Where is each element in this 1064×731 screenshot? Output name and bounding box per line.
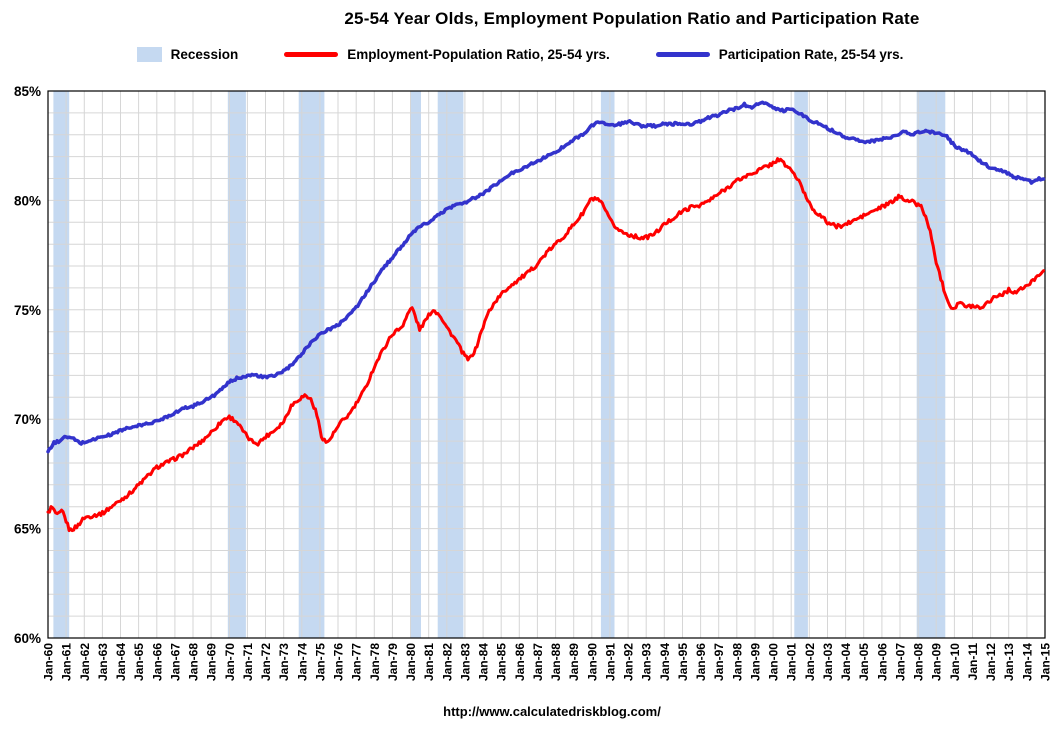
x-tick-label: Jan-08	[912, 643, 926, 681]
x-tick-label: Jan-14	[1020, 643, 1034, 681]
legend-label-epop: Employment-Population Ratio, 25-54 yrs.	[347, 47, 610, 62]
recession-band	[437, 91, 464, 638]
epop-line-swatch	[284, 52, 339, 57]
x-tick-label: Jan-95	[676, 643, 690, 681]
x-tick-label: Jan-90	[585, 643, 599, 681]
participation-series-line	[46, 100, 1046, 454]
source-url: http://www.calculatedriskblog.com/	[443, 704, 661, 719]
x-tick-label: Jan-89	[567, 643, 581, 681]
x-tick-label: Jan-71	[241, 643, 255, 681]
x-tick-label: Jan-09	[930, 643, 944, 681]
x-tick-label: Jan-68	[187, 643, 201, 681]
x-tick-label: Jan-01	[785, 643, 799, 681]
y-tick-label: 70%	[14, 412, 41, 427]
x-tick-label: Jan-62	[78, 643, 92, 681]
x-tick-label: Jan-77	[350, 643, 364, 681]
x-tick-label: Jan-69	[205, 643, 219, 681]
legend-label-participation: Participation Rate, 25-54 yrs.	[718, 47, 904, 62]
chart-title: 25-54 Year Olds, Employment Population R…	[344, 9, 920, 28]
recession-band	[53, 91, 70, 638]
x-tick-label: Jan-97	[712, 643, 726, 681]
x-tick-label: Jan-64	[114, 643, 128, 681]
x-tick-label: Jan-03	[821, 643, 835, 681]
y-tick-label: 65%	[14, 522, 41, 537]
x-tick-label: Jan-07	[894, 643, 908, 681]
x-tick-label: Jan-74	[295, 643, 309, 681]
x-tick-label: Jan-66	[150, 643, 164, 681]
x-tick-label: Jan-98	[730, 643, 744, 681]
x-tick-label: Jan-93	[640, 643, 654, 681]
plot-border	[47, 90, 1046, 639]
x-tick-label: Jan-73	[277, 643, 291, 681]
x-tick-label: Jan-84	[477, 643, 491, 681]
x-tick-label: Jan-70	[223, 643, 237, 681]
x-tick-label: Jan-86	[513, 643, 527, 681]
x-tick-label: Jan-81	[422, 643, 436, 681]
x-tick-label: Jan-76	[332, 643, 346, 681]
x-tick-label: Jan-83	[458, 643, 472, 681]
legend-item-participation: Participation Rate, 25-54 yrs.	[655, 47, 904, 62]
recession-band	[298, 91, 325, 638]
x-tick-label: Jan-87	[531, 643, 545, 681]
participation-line-swatch	[655, 52, 710, 57]
x-tick-label: Jan-63	[96, 643, 110, 681]
x-tick-label: Jan-79	[386, 643, 400, 681]
epop-series-line	[46, 157, 1045, 533]
x-tick-label: Jan-06	[875, 643, 889, 681]
x-tick-label: Jan-02	[803, 643, 817, 681]
x-tick-label: Jan-60	[42, 643, 56, 681]
recession-band	[600, 91, 615, 638]
x-tick-label: Jan-78	[368, 643, 382, 681]
x-tick-label: Jan-80	[404, 643, 418, 681]
x-tick-label: Jan-12	[984, 643, 998, 681]
y-tick-label: 80%	[14, 193, 41, 208]
x-tick-label: Jan-82	[440, 643, 454, 681]
x-tick-label: Jan-99	[749, 643, 763, 681]
x-tick-label: Jan-05	[857, 643, 871, 681]
y-tick-label: 60%	[14, 631, 41, 646]
x-tick-label: Jan-65	[132, 643, 146, 681]
recession-band	[916, 91, 946, 638]
x-tick-label: Jan-10	[948, 643, 962, 681]
x-tick-label: Jan-91	[603, 643, 617, 681]
x-tick-label: Jan-00	[767, 643, 781, 681]
x-tick-label: Jan-75	[313, 643, 327, 681]
x-tick-label: Jan-67	[168, 643, 182, 681]
recession-band	[794, 91, 808, 638]
x-tick-label: Jan-96	[694, 643, 708, 681]
x-tick-label: Jan-04	[839, 643, 853, 681]
x-tick-label: Jan-85	[495, 643, 509, 681]
recession-band	[410, 91, 421, 638]
x-tick-label: Jan-61	[60, 643, 74, 681]
legend: Recession Employment-Population Ratio, 2…	[0, 47, 1064, 62]
recession-swatch	[136, 47, 162, 62]
x-tick-label: Jan-15	[1039, 643, 1053, 681]
x-tick-label: Jan-94	[658, 643, 672, 681]
legend-item-recession: Recession	[136, 47, 239, 62]
recession-band	[227, 91, 246, 638]
x-tick-label: Jan-13	[1002, 643, 1016, 681]
x-tick-label: Jan-11	[966, 643, 980, 681]
legend-item-epop: Employment-Population Ratio, 25-54 yrs.	[284, 47, 610, 62]
chart-plot: 60% 65% 70% 75% 80% 85% Jan-60 Jan-61 Jan-62 Jan-…	[14, 84, 1053, 681]
x-tick-label: Jan-88	[549, 643, 563, 681]
x-tick-label: Jan-72	[259, 643, 273, 681]
y-tick-label: 85%	[14, 84, 41, 99]
legend-label-recession: Recession	[170, 47, 239, 62]
x-tick-label: Jan-92	[622, 643, 636, 681]
y-tick-label: 75%	[14, 303, 41, 318]
